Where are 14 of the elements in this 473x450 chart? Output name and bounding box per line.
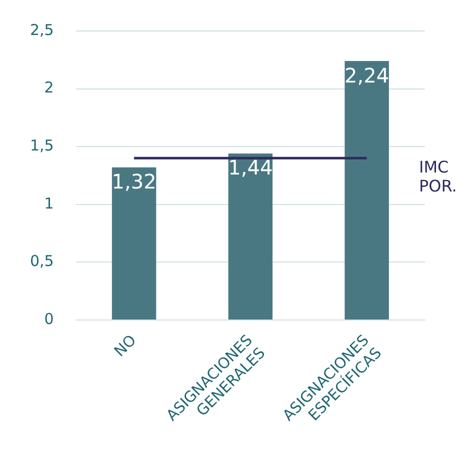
data-label: 1,44 [228,156,273,180]
y-tick-label: 0,5 [30,252,54,270]
data-label: 2,24 [344,63,390,88]
bar [228,154,273,320]
bar [112,167,156,320]
y-tick-label: 0 [44,310,54,328]
x-tick-label: NO [110,331,140,360]
y-tick-label: 2,5 [30,20,54,39]
data-label: 1,32 [112,170,156,194]
bar [344,61,389,320]
y-tick-label: 1,5 [30,136,54,154]
ref-line-label: IMC POR. [419,157,457,196]
y-tick-label: 2 [44,78,54,97]
y-tick-label: 1 [44,194,54,212]
